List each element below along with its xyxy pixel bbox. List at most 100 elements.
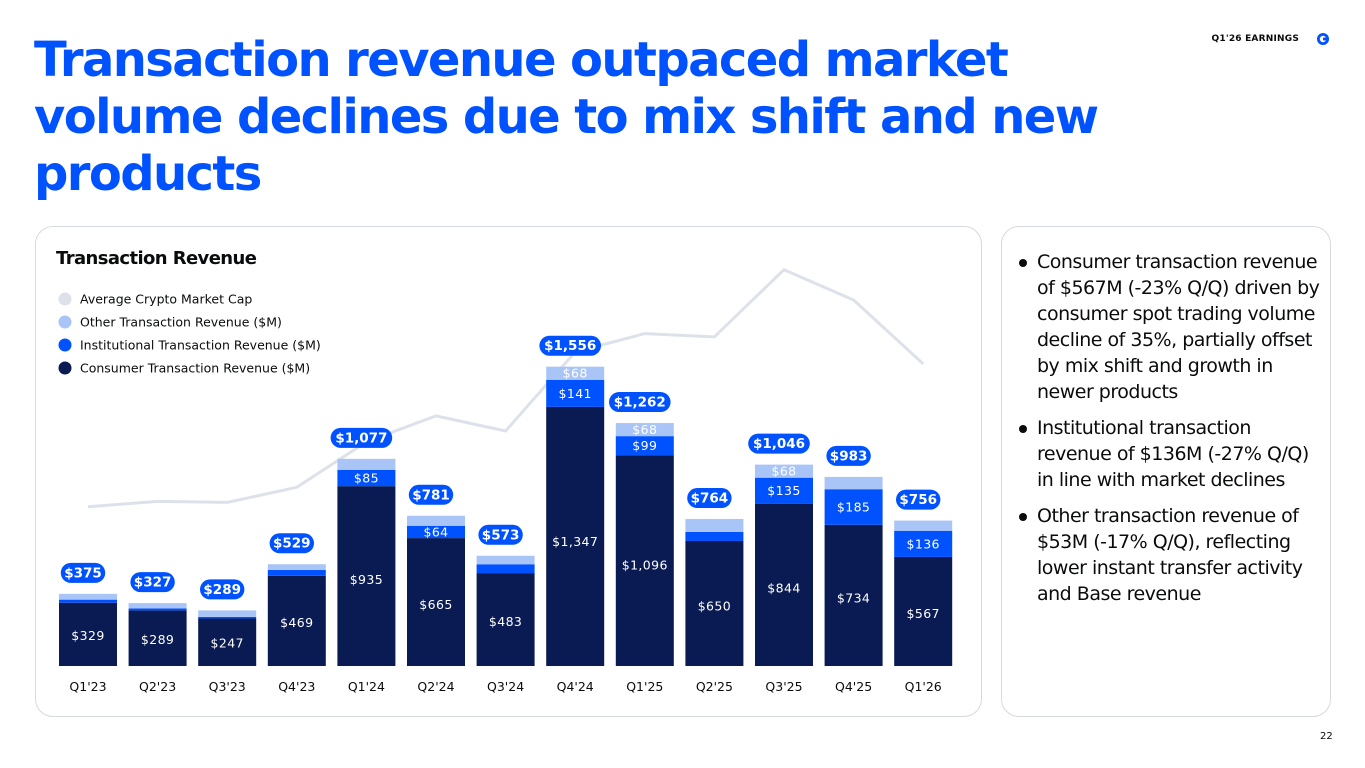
total-label: $1,077 xyxy=(335,430,387,446)
total-pill xyxy=(269,533,314,554)
consumer-bar-segment xyxy=(685,540,744,666)
bar-value-label: $935 xyxy=(350,572,383,587)
total-label: $375 xyxy=(64,565,102,581)
institutional-bar-segment xyxy=(755,477,813,504)
total-pill xyxy=(408,484,454,505)
total-label: $1,262 xyxy=(614,395,666,411)
total-pill xyxy=(826,445,871,466)
institutional-bar-segment xyxy=(407,525,465,539)
consumer-bar-segment xyxy=(267,575,326,666)
chart-title: Transaction Revenue xyxy=(56,248,257,269)
bar-value-label: $68 xyxy=(632,422,657,437)
bar-value-label: $665 xyxy=(419,597,452,612)
institutional-bar-segment xyxy=(685,531,744,541)
total-label: $327 xyxy=(134,575,172,591)
other-bar-segment xyxy=(824,476,883,490)
consumer-bar-segment xyxy=(128,610,187,666)
bar-value-label: $185 xyxy=(837,500,870,515)
total-pill xyxy=(330,427,393,448)
bar-value-label: $289 xyxy=(141,632,174,647)
bullet-other: Other transaction revenue of $53M (-17% … xyxy=(1016,503,1324,607)
x-tick-label: Q3'25 xyxy=(765,679,802,694)
total-label: $756 xyxy=(899,492,937,508)
other-bar-segment xyxy=(198,610,257,617)
total-pill xyxy=(748,433,810,454)
commentary-list: Consumer transaction revenue of $567M (-… xyxy=(1016,249,1324,617)
other-bar-segment xyxy=(755,464,813,478)
x-tick-label: Q2'23 xyxy=(139,679,176,694)
bar-value-label: $135 xyxy=(767,483,800,498)
bar-value-label: $329 xyxy=(71,628,104,643)
institutional-bar-segment xyxy=(337,469,396,487)
total-label: $1,046 xyxy=(753,436,805,452)
other-bar-segment xyxy=(59,593,117,600)
bar-value-label: $469 xyxy=(280,615,313,630)
x-tick-label: Q2'24 xyxy=(417,679,454,694)
bar-value-label: $68 xyxy=(771,464,796,479)
bullet-text: Consumer transaction revenue of $567M (-… xyxy=(1037,251,1320,403)
bullet-dot xyxy=(1019,425,1027,433)
other-bar-segment xyxy=(476,555,535,565)
institutional-bar-segment xyxy=(59,599,117,603)
total-label: $573 xyxy=(482,527,520,543)
x-tick-label: Q1'24 xyxy=(348,679,385,694)
other-bar-segment xyxy=(894,520,953,531)
consumer-bar-segment xyxy=(407,538,465,666)
legend-swatch xyxy=(58,338,72,352)
institutional-bar-segment xyxy=(198,616,257,619)
chart-panel: Transaction Revenue Average Crypto Market… xyxy=(35,226,982,717)
x-tick-label: Q4'24 xyxy=(557,679,594,694)
other-bar-segment xyxy=(546,366,605,380)
total-pill xyxy=(200,579,245,600)
total-pill xyxy=(60,562,106,583)
institutional-bar-segment xyxy=(824,489,883,525)
other-bar-segment xyxy=(128,603,187,609)
institutional-bar-segment xyxy=(476,564,535,574)
coinbase-logo-icon xyxy=(1317,33,1329,45)
bar-value-label: $844 xyxy=(767,581,800,596)
total-label: $1,556 xyxy=(544,338,596,354)
total-pill xyxy=(478,524,523,545)
earnings-tag: Q1'26 EARNINGS xyxy=(1211,34,1299,44)
page-number: 22 xyxy=(1320,731,1333,742)
institutional-bar-segment xyxy=(267,570,326,576)
total-pill xyxy=(539,335,601,356)
institutional-bar-segment xyxy=(546,379,605,407)
bar-value-label: $99 xyxy=(632,438,657,453)
bullet-text: Other transaction revenue of $53M (-17% … xyxy=(1037,505,1303,605)
x-tick-label: Q1'25 xyxy=(626,679,663,694)
total-label: $781 xyxy=(412,487,450,503)
other-bar-segment xyxy=(267,564,326,571)
legend-label: Consumer Transaction Revenue ($M) xyxy=(80,361,310,376)
legend-swatch xyxy=(58,292,72,306)
legend-swatch xyxy=(58,315,72,329)
total-label: $529 xyxy=(273,536,311,552)
total-label: $289 xyxy=(203,582,241,598)
consumer-bar-segment xyxy=(546,406,605,666)
consumer-bar-segment xyxy=(824,524,883,666)
institutional-bar-segment xyxy=(128,608,187,611)
bar-value-label: $68 xyxy=(563,366,588,381)
bar-value-label: $650 xyxy=(698,598,731,613)
consumer-bar-segment xyxy=(59,602,117,666)
x-tick-label: Q1'23 xyxy=(69,679,106,694)
consumer-bar-segment xyxy=(615,455,674,666)
bullet-dot xyxy=(1019,513,1027,521)
bar-value-label: $734 xyxy=(837,591,870,606)
legend-swatch xyxy=(58,361,72,375)
bar-value-label: $141 xyxy=(558,386,591,401)
bar-value-label: $483 xyxy=(489,614,522,629)
legend-label: Institutional Transaction Revenue ($M) xyxy=(80,338,321,353)
consumer-bar-segment xyxy=(198,618,257,666)
bar-value-label: $247 xyxy=(210,636,243,651)
page-title: Transaction revenue outpaced market volu… xyxy=(34,32,1099,202)
transaction-revenue-chart: Transaction Revenue Average Crypto Market… xyxy=(56,248,953,694)
bullet-dot xyxy=(1019,259,1027,267)
total-pill xyxy=(896,489,941,510)
consumer-bar-segment xyxy=(337,486,396,666)
total-pill xyxy=(687,488,732,509)
bar-value-label: $136 xyxy=(906,536,939,551)
bullet-text: Institutional transaction revenue of $13… xyxy=(1037,417,1309,491)
legend-label: Other Transaction Revenue ($M) xyxy=(80,315,282,330)
market-cap-line xyxy=(87,268,925,509)
